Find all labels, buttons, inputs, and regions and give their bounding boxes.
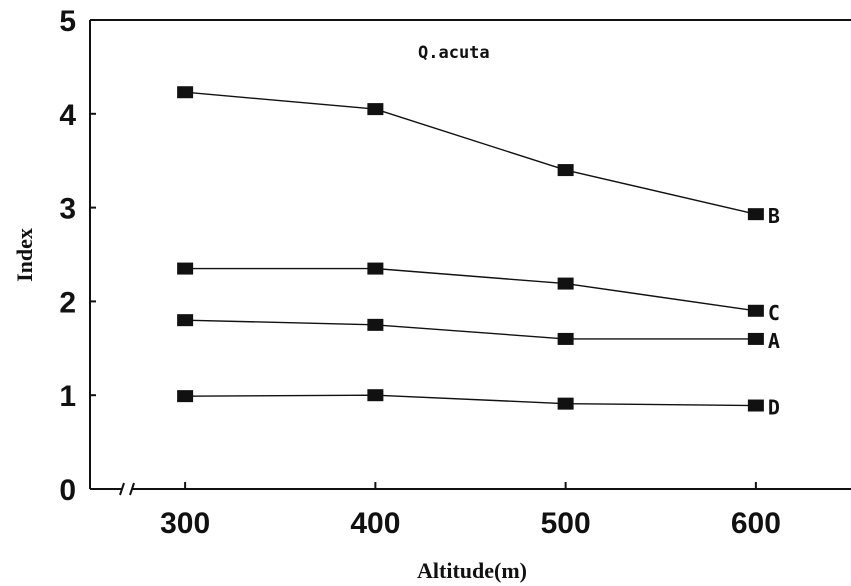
series-line [185,91,757,215]
data-point [747,399,764,412]
axis-break-mark [129,482,135,496]
data-point [367,318,384,331]
data-point [747,332,764,345]
data-point [557,332,574,345]
series-line [185,267,756,312]
y-axis-label: Index [12,228,37,282]
ticks: 0 1 2 3 4 5 300 400 500 600 [59,5,781,540]
data-point [367,103,384,116]
y-tick-label: 3 [59,193,76,226]
series-label: D [768,396,780,420]
series-a: A [177,314,780,353]
data-point [557,277,574,290]
y-tick-label: 2 [59,286,76,319]
series-layer: B CA D [177,86,780,420]
data-point [177,262,194,275]
x-axis-label: Altitude(m) [417,558,527,583]
data-point [557,164,574,177]
x-tick-label: 500 [541,507,591,540]
series-line [185,319,756,340]
data-point [367,262,384,275]
series-label: C [768,301,780,325]
x-tick-label: 600 [731,507,781,540]
data-point [177,86,194,99]
axis-break-mark [119,482,125,496]
y-tick-label: 4 [59,99,76,132]
chart-annotation: Q.acuta [418,43,490,63]
x-tick-label: 400 [350,507,400,540]
data-point [177,314,194,327]
series-label: B [768,204,780,228]
data-point [177,390,194,403]
series-d: D [177,389,780,420]
series-line [185,394,756,407]
x-tick-label: 300 [160,507,210,540]
data-point [557,397,574,410]
data-point [367,389,384,402]
data-point [747,208,764,221]
data-point [747,304,764,317]
series-c: C [177,262,780,325]
series-b: B [177,86,780,228]
series-label: A [768,329,780,353]
y-tick-label: 5 [59,5,76,38]
axes [89,19,851,496]
y-tick-label: 1 [59,380,76,413]
y-tick-label: 0 [59,474,76,507]
